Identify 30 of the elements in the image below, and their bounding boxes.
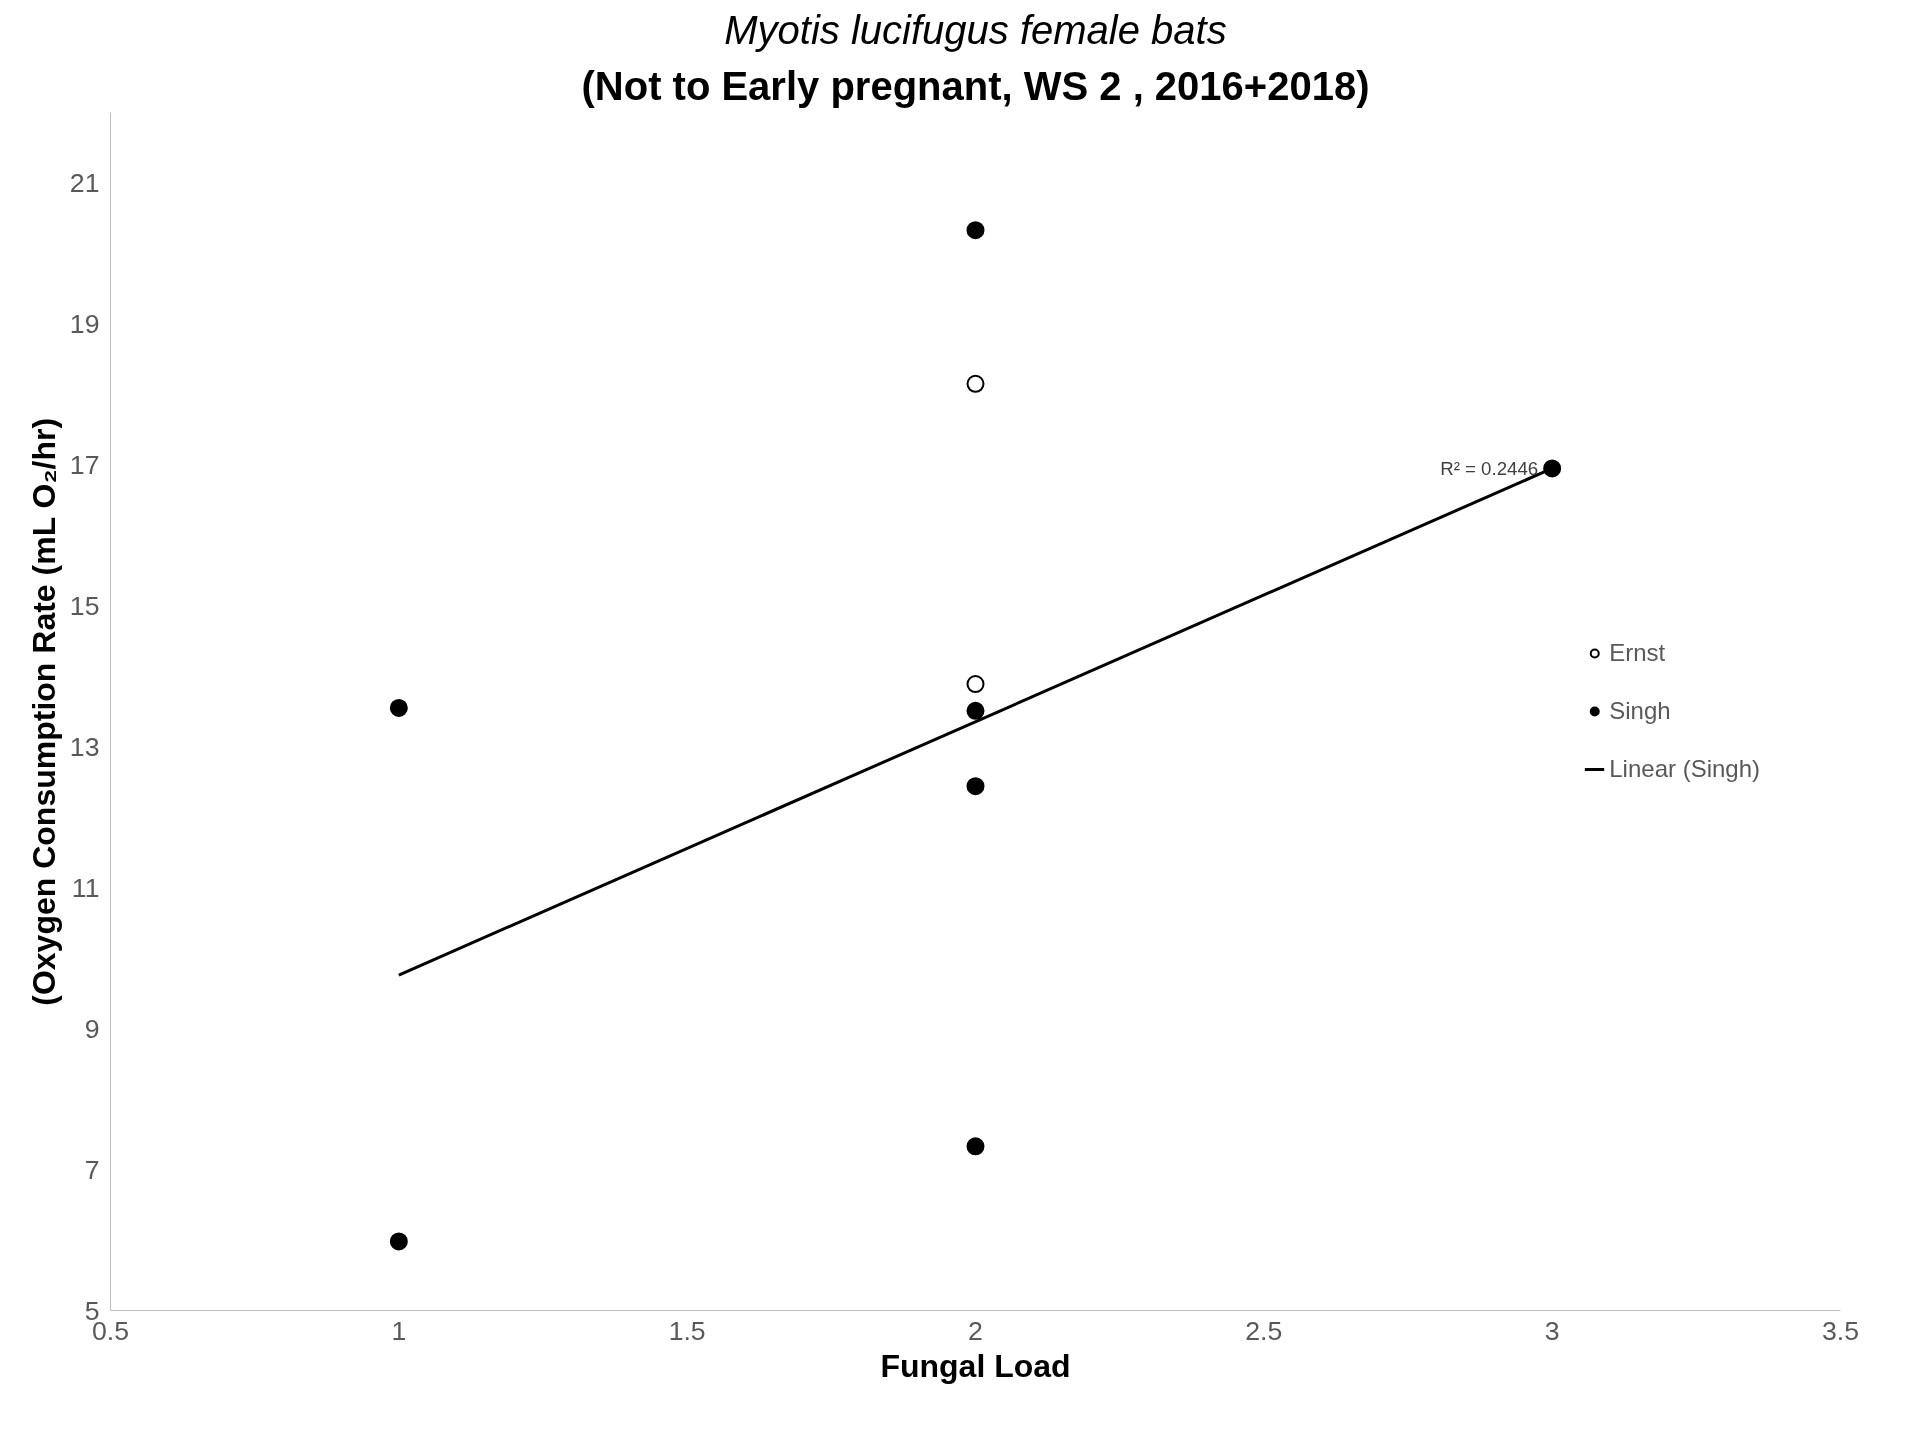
x-tick-label: 3 [1544,1315,1560,1346]
annotation: R² = 0.2446 [1440,457,1539,479]
legend-label: Linear (Singh) [1609,755,1760,783]
y-tick-label: 17 [69,449,100,480]
point [966,701,985,720]
point [389,698,408,717]
point [966,221,985,240]
point [389,1232,408,1251]
y-tick-label: 21 [69,167,100,198]
y-tick-label: 7 [84,1154,100,1185]
y-tick-label: 9 [84,1013,100,1044]
x-tick-label: 1 [391,1315,407,1346]
point [966,777,985,796]
x-axis-title: Fungal Load [880,1347,1071,1384]
legend-label: Ernst [1609,639,1666,667]
chart-subtitle: (Not to Early pregnant, WS 2 , 2016+2018) [581,63,1370,108]
chart-title: Myotis lucifugus female bats [724,7,1227,52]
y-tick-label: 11 [71,872,100,903]
point [966,1137,985,1156]
y-tick-label: 19 [69,308,100,339]
y-tick-label: 15 [69,590,100,621]
y-tick-label: 13 [69,731,100,762]
x-tick-label: 2.5 [1245,1315,1283,1346]
legend-label: Singh [1609,697,1671,725]
x-tick-label: 3.5 [1821,1315,1860,1346]
point [966,374,985,393]
x-tick-label: 1.5 [668,1315,706,1346]
x-tick-label: 2 [968,1315,983,1346]
point [966,675,985,693]
y-axis-title: (Oxygen Consumption Rate (mL O₂/hr) [25,417,62,1006]
